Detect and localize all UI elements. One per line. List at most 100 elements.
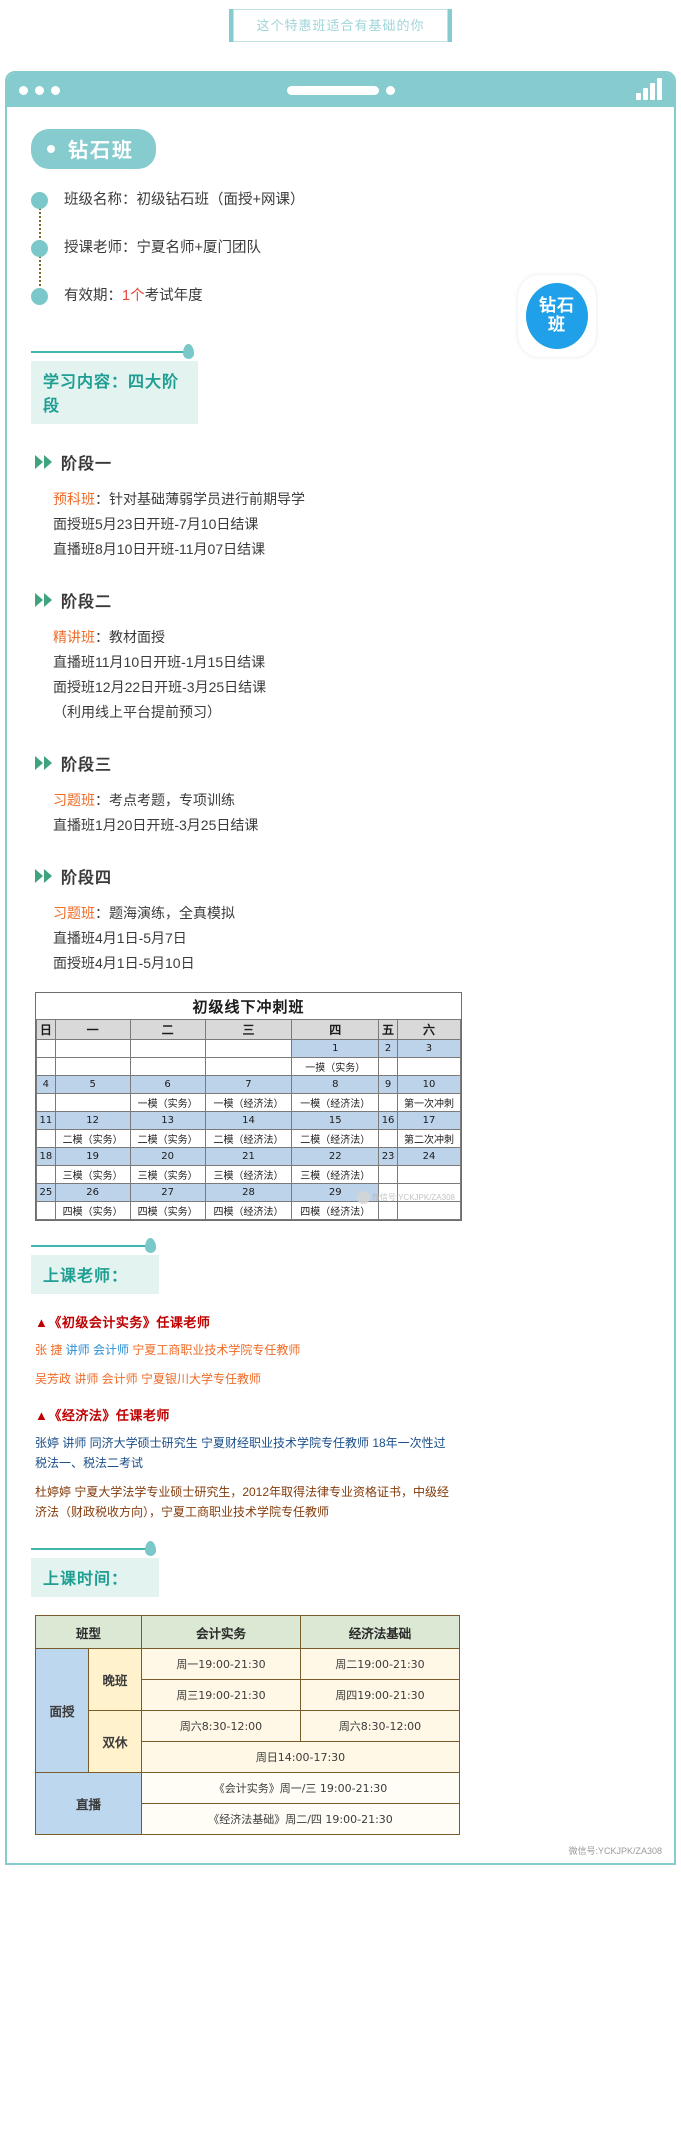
schedule-time-cell: 周日14:00-17:30 [141,1741,460,1773]
section-heading-label: 学习内容：四大阶段 [31,361,198,424]
calendar-day-number: 22 [291,1147,380,1166]
stage-lines: 习题班：题海演练，全真模拟 直播班4月1日-5月7日 面授班4月1日-5月10日 [53,901,674,976]
device-content: 钻石班 班级名称：初级钻石班（面授+网课） 授课老师：宁夏名师+厦门团队 有效期… [7,107,674,1863]
droplet-icon [144,1540,157,1557]
teacher-text-part: 讲师 会计师 [65,1343,133,1357]
calendar-day-number: 11 [36,1111,56,1130]
calendar-event [36,1057,56,1076]
schedule-row: 直播 《会计实务》周一/三 19:00-21:30 [35,1772,460,1835]
calendar-day-number [36,1039,56,1058]
calendar-event: 四模（实务） [129,1201,206,1220]
bullet-circle-icon [31,192,48,209]
calendar-event: 一模（实务） [129,1093,206,1112]
calendar-header-row: 日一二三四五六 [36,1019,462,1040]
info-teacher: 授课老师：宁夏名师+厦门团队 [64,240,261,256]
watermark-avatar-icon [356,1191,370,1204]
calendar-event [129,1057,206,1076]
class-info-list: 班级名称：初级钻石班（面授+网课） 授课老师：宁夏名师+厦门团队 有效期：1个考… [7,191,674,335]
calendar-sprint-event: 第一次冲刺 [396,1093,462,1112]
calendar-dow-header: 一 [54,1019,131,1040]
stage-title-label: 阶段三 [61,757,113,774]
calendar-event [378,1129,398,1148]
stage-key: 习题班 [53,905,95,921]
stage-block: 阶段四习题班：题海演练，全真模拟 直播班4月1日-5月7日 面授班4月1日-5月10… [35,864,674,976]
window-dots [19,85,60,95]
teacher-group-heading: ▲《初级会计实务》任课老师 [35,1315,211,1330]
class-badge-label: 钻石班 [68,140,134,162]
calendar-day-number: 8 [291,1075,380,1094]
calendar-day-number: 1 [291,1039,380,1058]
calendar-day-number: 23 [378,1147,398,1166]
calendar-day-number: 17 [396,1111,462,1130]
class-schedule: 班型 会计实务 经济法基础 面授 晚班 周一19:00-21:30 周二19:00-21:3… [35,1615,460,1835]
schedule-header-row: 班型 会计实务 经济法基础 [35,1615,460,1649]
schedule-header-cell: 经济法基础 [300,1615,460,1649]
droplet-icon [144,1237,157,1254]
stage-lines: 预科班：针对基础薄弱学员进行前期导学面授班5月23日开班-7月10日结课 直播班8… [53,487,674,562]
calendar-day-number: 13 [129,1111,206,1130]
schedule-time-cell: 周三19:00-21:30 [141,1679,301,1711]
window-dot-icon [35,85,44,95]
class-schedule-table: 班型 会计实务 经济法基础 面授 晚班 周一19:00-21:30 周二19:00-21:3… [35,1615,460,1835]
device-frame: 钻石班 班级名称：初级钻石班（面授+网课） 授课老师：宁夏名师+厦门团队 有效期… [5,71,676,1865]
teacher-text-part: 杜婷婷 宁夏大学法学专业硕士研究生，2012年取得法律专业资格证书，中级经济法（… [35,1485,450,1519]
calendar-day-number: 15 [291,1111,380,1130]
calendar-dow-header: 三 [204,1019,293,1040]
calendar-event-row: 二模（实务） 二模（实务） 二模（经济法） 二模（经济法） 第二次冲刺 [36,1129,462,1148]
stage-title: 阶段四 [35,864,674,888]
calendar-event: 四模（经济法） [291,1201,380,1220]
diamond-logo: 钻石 班 [518,275,596,357]
schedule-time-cell: 《经济法基础》周二/四 19:00-21:30 [141,1803,460,1835]
calendar-event [204,1057,293,1076]
teachers-container: ▲《初级会计实务》任课老师张 捷 讲师 会计师 宁夏工商职业技术学院专任教师吴芳… [35,1312,455,1522]
calendar-event [36,1129,56,1148]
stage-key-desc: ：考点考题，专项训练 [95,792,235,808]
watermark-text: 微信号:YCKJPK/ZA308 [371,1193,455,1202]
info-item-class-name: 班级名称：初级钻石班（面授+网课） [31,191,674,239]
calendar-day-number: 24 [396,1147,462,1166]
calendar-title-row: 初级线下冲刺班 [37,993,461,1020]
calendar-day-number: 4 [36,1075,56,1094]
info-validity: 有效期：1个考试年度 [64,287,203,306]
droplet-icon [182,343,195,360]
bullet-circle-icon [31,288,48,305]
stage-detail-line: 直播班4月1日-5月7日 [53,930,187,946]
schedule-time-cell: 周二19:00-21:30 [300,1648,460,1680]
validity-highlight: 1个 [122,288,145,304]
stage-detail-line: 面授班5月23日开班-7月10日结课 [53,516,259,532]
stage-block: 阶段一 预科班：针对基础薄弱学员进行前期导学 面授班5月23日开班-7月10日结课直… [35,450,674,562]
calendar-event-row: 一模（实务） 一模（经济法） 一模（经济法） 第一次冲刺 [36,1093,462,1112]
double-arrow-icon [35,593,52,607]
calendar-event: 一模（经济法） [291,1093,380,1112]
calendar-day-number [54,1039,131,1058]
teacher-text-part: 张 捷 [35,1343,66,1357]
schedule-time-cell: 《会计实务》周一/三 19:00-21:30 [141,1772,460,1804]
teacher-group-heading: ▲《经济法》任课老师 [35,1408,170,1423]
calendar-number-row: 25 26 27 28 29 [36,1183,462,1202]
stage-key-line: 预科班：针对基础薄弱学员进行前期导学 [53,487,674,512]
teacher-row: 吴芳政 讲师 会计师 宁夏银川大学专任教师 [35,1369,455,1389]
calendar-event [378,1093,398,1112]
schedule-row: 双休 周六8:30-12:00 周六8:30-12:00 [36,1710,460,1773]
calendar-event: 二模（实务） [129,1129,206,1148]
calendar-day-number: 5 [54,1075,131,1094]
sprint-calendar: 初级线下冲刺班日一二三四五六 1 2 3 一摸（实务） 4 5 6 7 8 9 10 一模（实务） 一模（… [35,992,462,1221]
schedule-time-cell: 周四19:00-21:30 [300,1679,460,1711]
top-tag-container: 这个特惠班适合有基础的你 [0,0,681,42]
calendar-day-number [204,1039,293,1058]
teacher-row: 张婷 讲师 同济大学硕士研究生 宁夏财经职业技术学院专任教师 18年一次性过税法… [35,1433,455,1473]
teacher-text-part: 宁夏工商职业技术学院专任教师 [132,1343,301,1357]
double-arrow-icon [35,869,52,883]
stages-container: 阶段一 预科班：针对基础薄弱学员进行前期导学 面授班5月23日开班-7月10日结课直… [7,450,674,976]
calendar-watermark: 微信号:YCKJPK/ZA308 [356,1191,455,1204]
stage-detail-line: 直播班8月10日开班-11月07日结课 [53,541,266,557]
stage-detail-line: 面授班12月22日开班-3月25日结课 [53,679,267,695]
schedule-session-label: 双休 [88,1710,142,1773]
double-arrow-icon [35,756,52,770]
stage-title-label: 阶段四 [61,870,113,887]
schedule-mode-label: 面授 [35,1648,89,1773]
schedule-header-cell: 班型 [35,1615,142,1649]
calendar-day-number: 12 [54,1111,131,1130]
